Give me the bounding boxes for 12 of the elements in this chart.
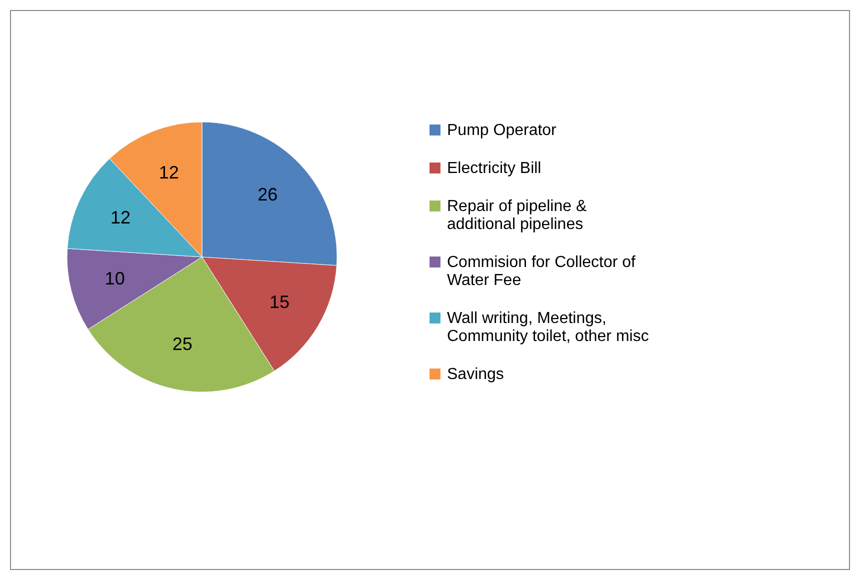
legend-label: Commision for Collector of Water Fee	[447, 254, 636, 289]
data-label: 12	[110, 208, 131, 228]
data-label: 25	[172, 334, 192, 354]
legend-label: Savings	[447, 366, 504, 383]
data-label: 10	[104, 268, 125, 288]
legend-label: Pump Operator	[447, 122, 558, 139]
data-label: 12	[158, 162, 179, 182]
data-label: 15	[269, 292, 290, 312]
legend-label: Wall writing, Meetings, Community toilet, other misc	[447, 310, 649, 345]
legend-label: Repair of pipeline & additional pipelines	[447, 198, 587, 233]
legend-label: Electricity Bill	[447, 160, 542, 177]
data-label: 26	[258, 184, 278, 204]
